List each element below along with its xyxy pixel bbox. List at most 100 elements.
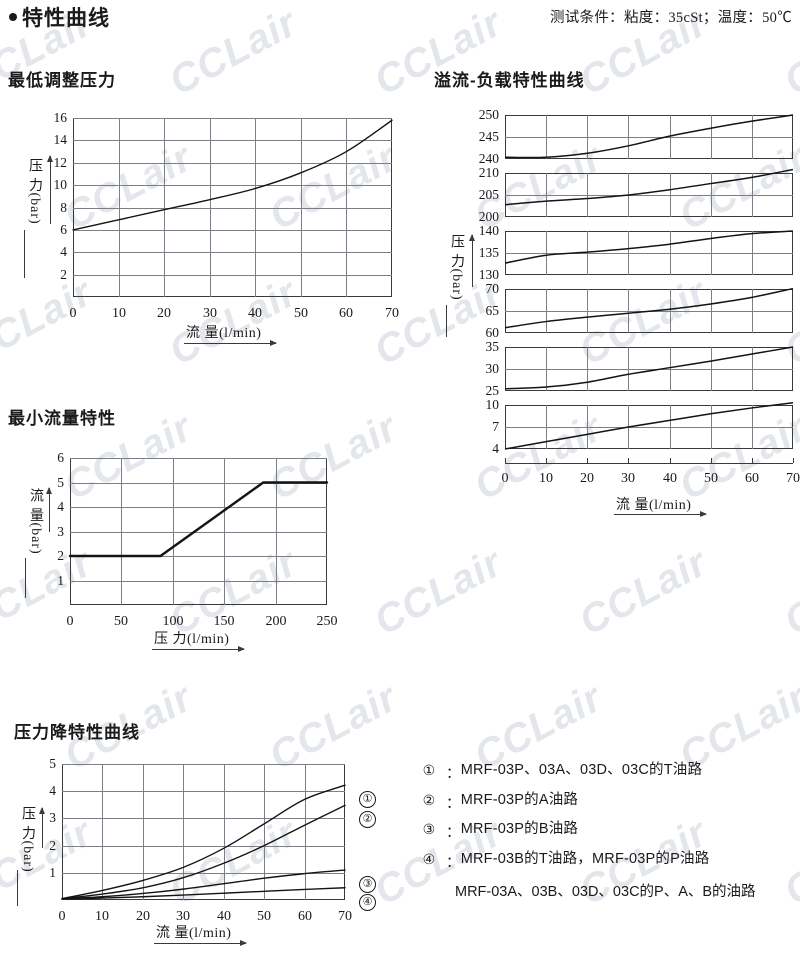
x-tick-label: 50: [257, 909, 271, 924]
gridline-v: [346, 118, 347, 297]
y-axis-label-rule: [25, 558, 26, 598]
x-tick-label: 10: [95, 909, 109, 924]
gridline-v: [183, 764, 184, 900]
page-title-text: 特性曲线: [22, 7, 110, 30]
gridline-v: [711, 231, 712, 275]
gridline-h: [73, 140, 392, 141]
data-curve: [68, 481, 329, 558]
y-tick-label: 200: [478, 209, 499, 224]
gridline-v: [752, 347, 753, 391]
y-tick-label: 4: [492, 441, 499, 456]
gridline-v: [121, 458, 122, 605]
gridline-h: [73, 208, 392, 209]
x-tick-label: 60: [745, 471, 759, 486]
y-axis-label: 流 量(bar): [28, 488, 43, 555]
curve-tag-label: ④: [359, 893, 376, 911]
x-axis-tick: [711, 458, 712, 463]
gridline-v: [711, 173, 712, 217]
y-axis-arrow-icon: [39, 807, 46, 848]
x-axis-label: 压 力(l/min): [154, 632, 230, 647]
bullet-dot-icon: [9, 13, 17, 21]
y-tick-label: 65: [485, 303, 500, 318]
section-title-min-adjust-pressure: 最低调整压力: [8, 71, 116, 90]
gridline-v: [546, 115, 547, 159]
y-tick-label: 30: [485, 361, 500, 376]
y-tick-label: 1: [49, 864, 56, 880]
x-tick-label: 60: [339, 306, 353, 321]
watermark-text: CCLair: [672, 945, 800, 955]
x-axis-label: 流 量(l/min): [156, 926, 232, 941]
legend-item: ② ： MRF-03P的A油路: [420, 792, 795, 813]
gridline-h: [70, 532, 327, 533]
y-axis-label-rule: [446, 305, 447, 337]
gridline-h: [505, 195, 793, 196]
y-tick-label: 5: [57, 474, 64, 490]
x-axis-tick: [505, 458, 506, 463]
x-tick-label: 60: [298, 909, 312, 924]
y-tick-label: 250: [478, 107, 499, 122]
test-conditions: 测试条件：粘度：35cSt；温度：50℃: [549, 10, 792, 26]
curve-layer: [61, 784, 346, 900]
gridline-v: [210, 118, 211, 297]
y-tick-label: 210: [478, 165, 499, 180]
legend-item: ① ： MRF-03P、03A、03D、03C的T油路: [420, 762, 795, 783]
x-tick-label: 100: [162, 614, 184, 629]
y-tick-label: 4: [57, 499, 64, 514]
gridline-v: [628, 115, 629, 159]
gridline-v: [628, 347, 629, 391]
x-tick-label: 200: [265, 614, 287, 629]
y-tick-label: 35: [485, 339, 500, 354]
gridline-h: [73, 118, 392, 119]
x-tick-label: 150: [213, 614, 235, 629]
gridline-v: [752, 405, 753, 449]
y-tick-label: 4: [49, 783, 56, 799]
legend-item-text: MRF-03B的T油路，MRF-03P的P油路: [460, 850, 710, 867]
data-curve: [504, 114, 794, 159]
gridline-v: [711, 115, 712, 159]
gridline-v: [173, 458, 174, 605]
y-tick-label: 5: [49, 756, 56, 771]
gridline-v: [546, 289, 547, 333]
x-axis-label: 流 量(l/min): [186, 326, 262, 341]
legend-item-text: MRF-03P的B油路: [460, 821, 579, 837]
gridline-v: [587, 173, 588, 217]
gridline-v: [264, 764, 265, 900]
x-axis-arrow-icon: [152, 646, 245, 653]
x-tick-label: 50: [704, 471, 718, 486]
curve-tag-label: ②: [359, 811, 376, 829]
data-curve: [504, 346, 794, 390]
y-tick-label: 10: [485, 397, 500, 412]
gridline-v: [670, 173, 671, 217]
y-axis-label-rule: [17, 870, 18, 906]
x-tick-label: 70: [385, 306, 399, 321]
gridline-h: [70, 483, 327, 484]
gridline-h: [73, 185, 392, 186]
curve-layer: [504, 114, 794, 450]
gridline-h: [73, 252, 392, 253]
y-tick-label: 2: [57, 548, 64, 563]
x-tick-label: 30: [621, 471, 635, 486]
watermark-text: CCLair: [777, 540, 800, 644]
gridline-h: [62, 791, 345, 792]
data-curve: [61, 887, 346, 900]
curve-tag-4: ④: [359, 892, 376, 911]
legend-colon: ：: [446, 795, 461, 812]
data-curve: [504, 402, 794, 450]
gridline-v: [224, 458, 225, 605]
y-tick-label: 2: [60, 266, 67, 282]
x-axis-tick: [793, 458, 794, 463]
gridline-v: [143, 764, 144, 900]
data-curve: [61, 804, 346, 900]
curve-tag-1: ①: [359, 789, 376, 809]
gridline-v: [164, 118, 165, 297]
gridline-h: [62, 846, 345, 847]
gridline-v: [628, 231, 629, 275]
x-axis-tick: [628, 458, 629, 463]
y-axis-arrow-icon: [469, 234, 476, 287]
data-curve: [61, 869, 346, 900]
gridline-v: [301, 118, 302, 297]
y-tick-label: 205: [478, 187, 499, 202]
y-tick-label: 60: [485, 325, 500, 340]
gridline-v: [546, 173, 547, 217]
legend-item-number: ②: [420, 792, 446, 808]
